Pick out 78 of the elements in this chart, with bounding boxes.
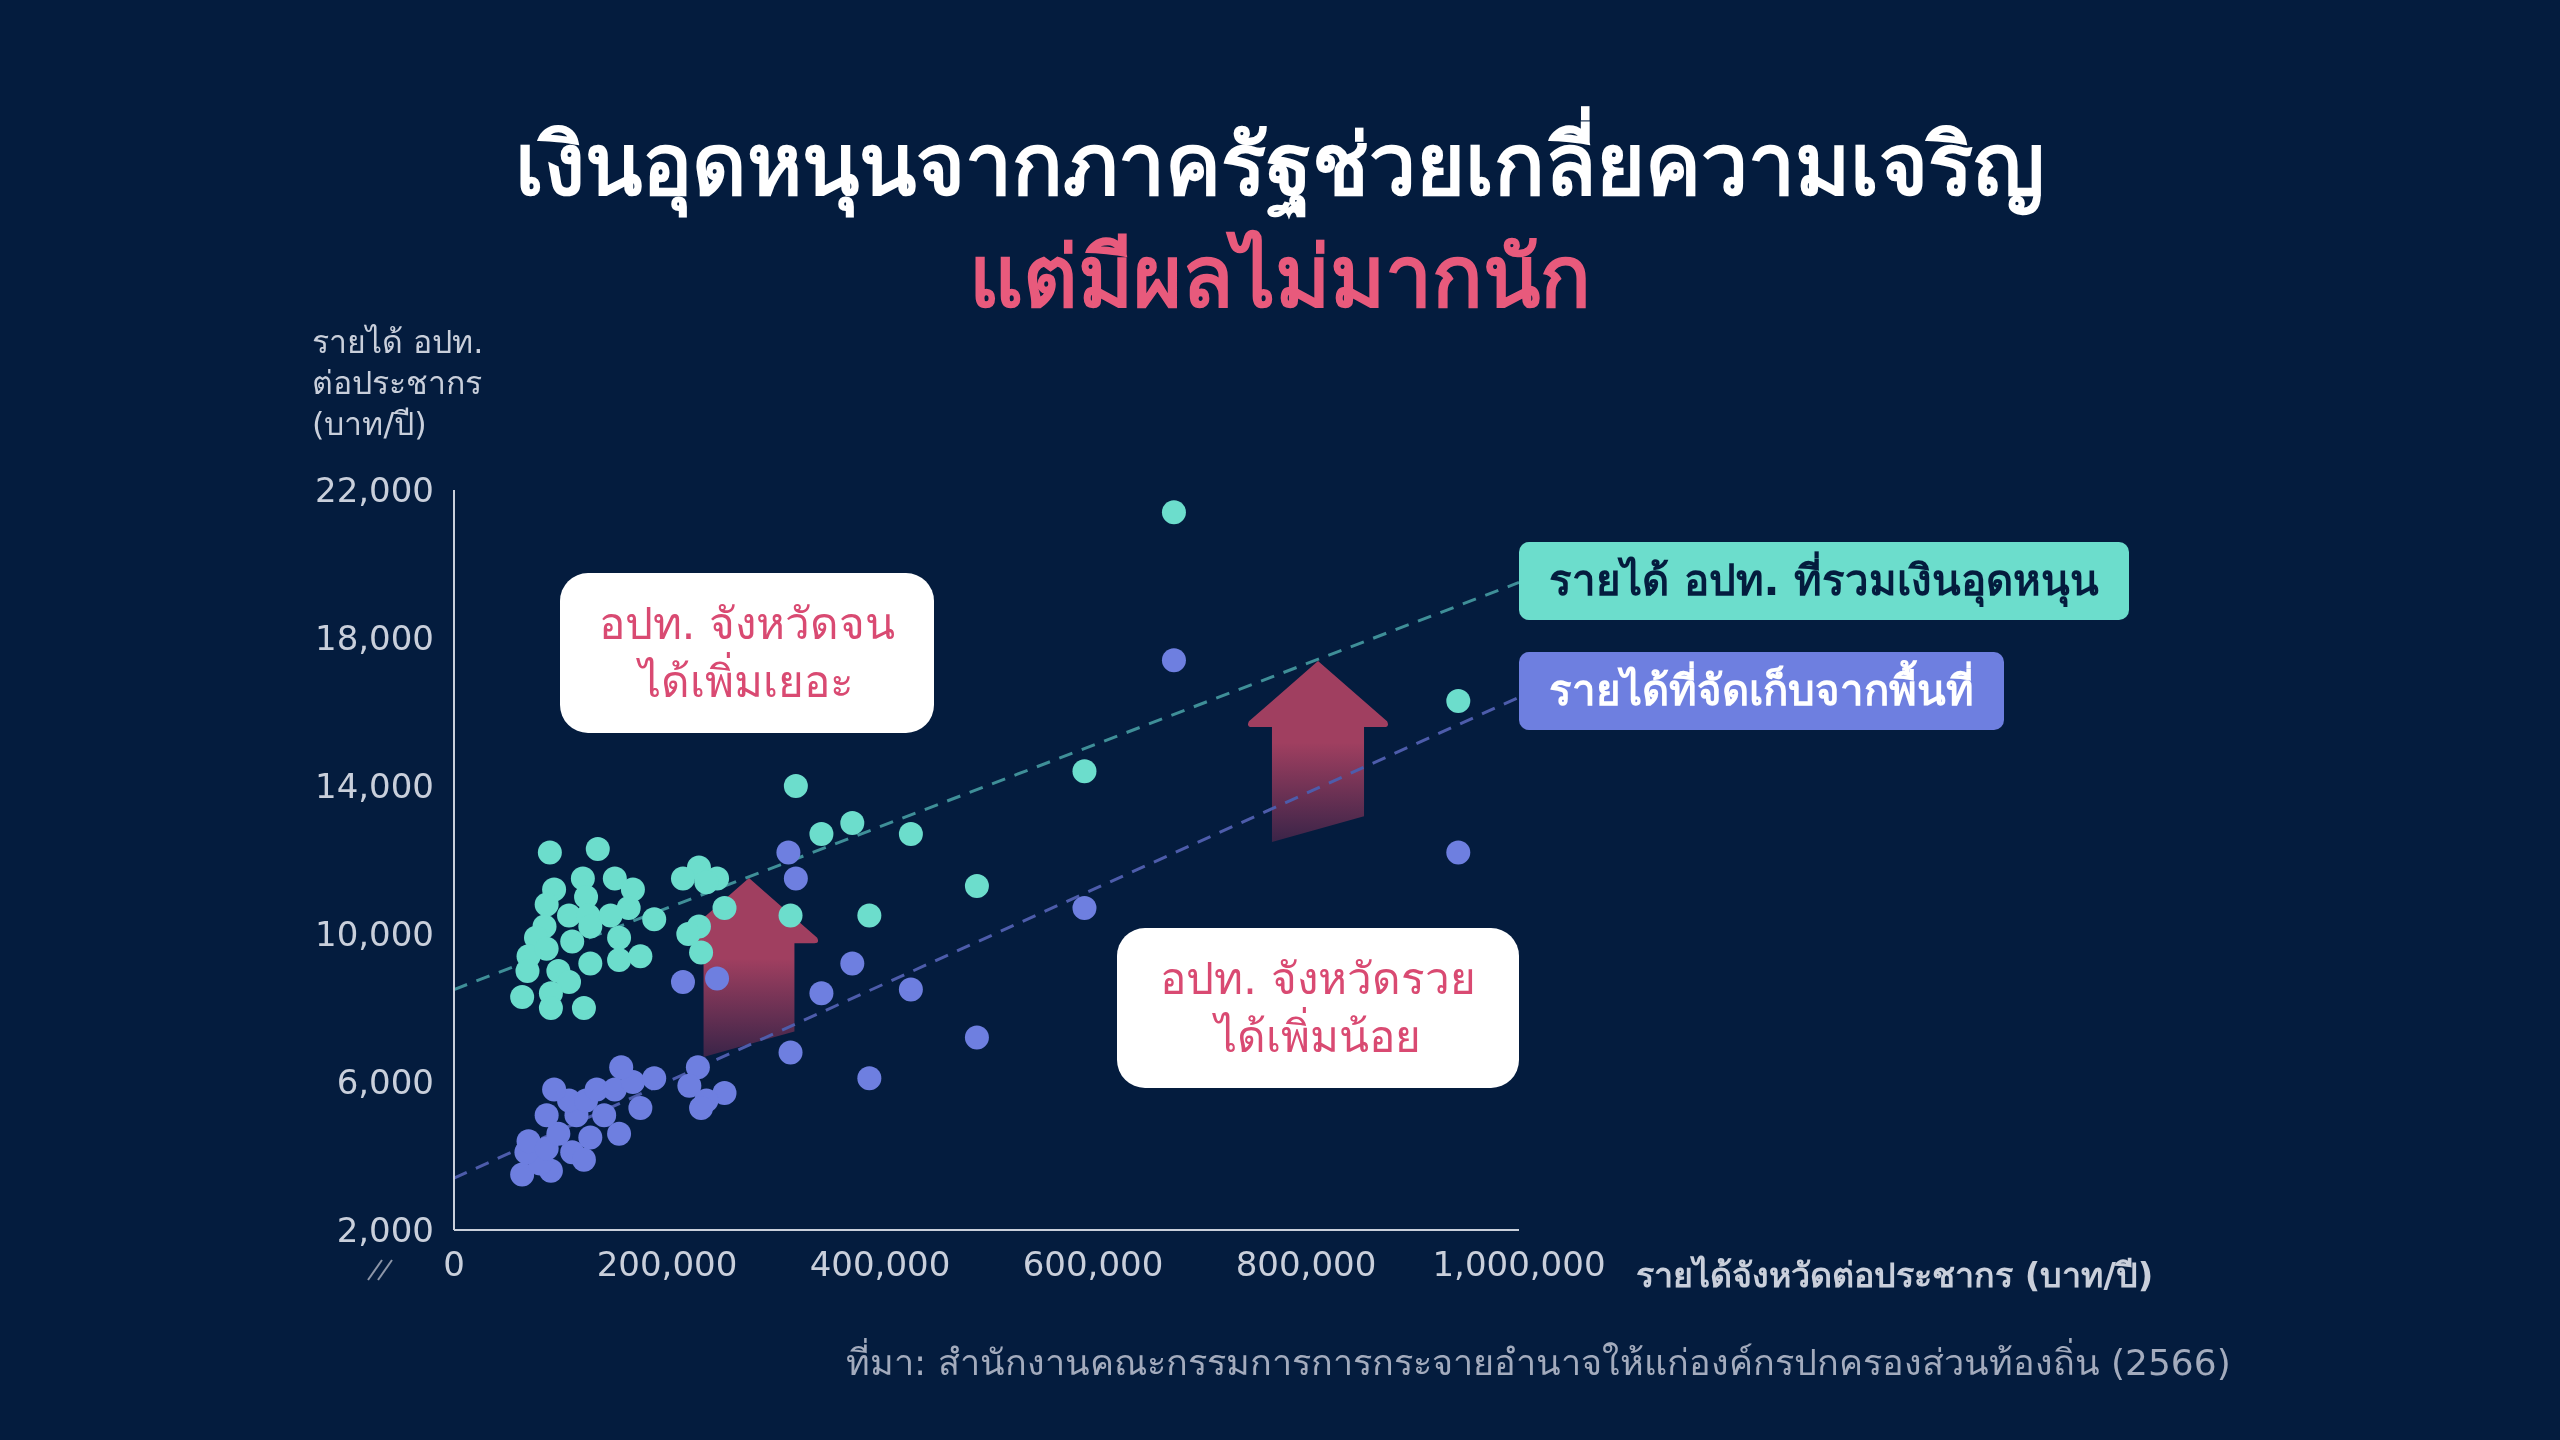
- y-tick-label: 14,000: [315, 766, 434, 807]
- point: [609, 1055, 634, 1080]
- point: [510, 984, 535, 1009]
- point: [616, 896, 641, 921]
- point: [857, 1066, 882, 1091]
- text: รายได้ อปท. ที่รวมเงินอุดหนุน: [1519, 542, 2130, 620]
- annotation: อปท. จังหวัดจน ได้เพิ่มเยอะ: [560, 573, 934, 733]
- text: ที่มา: สำนักงานคณะกรรมการการกระจายอำนาจให้แก่องค์กรปกครองส่วนท้องถิ่น (2566): [846, 1338, 2232, 1385]
- x-tick-label: 200,000: [596, 1244, 738, 1285]
- x-tick-label: 1,000,000: [1432, 1244, 1606, 1285]
- point: [642, 1066, 667, 1091]
- point: [964, 873, 989, 898]
- point: [670, 970, 695, 995]
- point: [712, 896, 737, 921]
- point: [607, 1121, 632, 1146]
- x-tick-label: 400,000: [809, 1244, 951, 1285]
- point: [585, 836, 610, 861]
- point: [685, 1055, 710, 1080]
- point: [1072, 896, 1097, 921]
- point: [542, 1077, 567, 1102]
- y-tick-label: 2,000: [336, 1210, 434, 1251]
- point: [571, 996, 596, 1020]
- point: [537, 840, 562, 865]
- x-axis-title: รายได้จังหวัดต่อประชากร (บาท/ปี): [1636, 1254, 2154, 1297]
- point: [898, 977, 923, 1002]
- point: [712, 1081, 737, 1106]
- x-tick-label: 0: [443, 1244, 465, 1285]
- y-tick-label: 22,000: [315, 470, 434, 511]
- y-axis-title: รายได้ อปท. ต่อประชากร (บาท/ปี): [312, 322, 484, 445]
- point: [628, 1095, 653, 1120]
- point: [776, 840, 801, 865]
- y-tick-label: 6,000: [336, 1062, 434, 1103]
- point: [598, 903, 623, 928]
- point: [857, 903, 882, 928]
- chart-subtitle: แต่มีผลไม่มากนัก: [969, 228, 1591, 326]
- point: [602, 866, 627, 891]
- point: [1446, 688, 1471, 713]
- point: [778, 903, 803, 928]
- point: [1161, 500, 1186, 525]
- point: [1072, 759, 1097, 784]
- point: [677, 1073, 702, 1098]
- x-tick-label: 800,000: [1235, 1244, 1377, 1285]
- point: [560, 929, 585, 954]
- point: [809, 981, 834, 1006]
- point: [778, 1040, 803, 1065]
- point: [578, 1125, 603, 1150]
- point: [546, 1121, 571, 1146]
- point: [676, 922, 701, 946]
- y-tick-label: 18,000: [315, 618, 434, 659]
- point: [578, 951, 603, 976]
- point: [840, 811, 865, 835]
- point: [1446, 840, 1471, 865]
- point: [642, 907, 667, 932]
- point: [534, 1103, 559, 1128]
- point: [705, 966, 730, 991]
- point: [592, 1103, 617, 1128]
- point: [571, 1147, 596, 1172]
- point: [510, 1162, 535, 1187]
- point: [607, 947, 632, 972]
- point: [628, 944, 653, 969]
- point: [1161, 648, 1186, 673]
- point: [557, 970, 582, 995]
- point: [783, 774, 808, 798]
- point: [534, 892, 559, 917]
- point: [670, 866, 695, 891]
- point: [783, 866, 808, 891]
- point: [689, 1095, 714, 1120]
- point: [689, 940, 714, 965]
- point: [964, 1025, 989, 1050]
- annotation: อปท. จังหวัดรวย ได้เพิ่มน้อย: [1117, 928, 1519, 1088]
- point: [840, 951, 865, 976]
- point: [809, 822, 834, 847]
- text: รายได้ที่จัดเก็บจากพื้นที่: [1519, 652, 2004, 730]
- point: [607, 925, 632, 950]
- x-tick-label: 600,000: [1022, 1244, 1164, 1285]
- point: [898, 822, 923, 847]
- point: [515, 959, 540, 983]
- y-tick-label: 10,000: [315, 914, 434, 955]
